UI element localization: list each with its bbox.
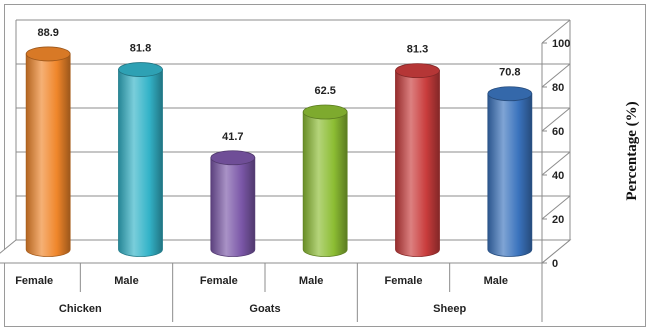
bar-chicken-male bbox=[118, 62, 163, 257]
bar-top bbox=[210, 150, 256, 166]
y-tick-label: 20 bbox=[552, 214, 564, 226]
chart-floor bbox=[0, 239, 572, 264]
x-category-label: Male bbox=[114, 275, 138, 287]
bar-top bbox=[487, 86, 533, 102]
bar-body bbox=[25, 53, 71, 257]
bar-body bbox=[302, 111, 348, 257]
bar-top bbox=[118, 62, 163, 77]
x-group-label: Goats bbox=[249, 303, 280, 315]
gridline-side bbox=[541, 19, 571, 44]
chart-bars bbox=[25, 46, 533, 257]
x-category-label: Female bbox=[15, 275, 53, 287]
x-category-label: Male bbox=[484, 275, 508, 287]
bar-top bbox=[395, 63, 440, 79]
data-label: 70.8 bbox=[499, 67, 520, 79]
data-label: 81.3 bbox=[407, 44, 428, 56]
gridline-side bbox=[541, 195, 571, 220]
x-category-label: Female bbox=[200, 275, 238, 287]
y-tick-label: 40 bbox=[552, 170, 564, 182]
bar-body bbox=[118, 69, 163, 257]
data-label: 88.9 bbox=[37, 27, 58, 39]
y-tick-label: 80 bbox=[552, 82, 564, 94]
bar-top bbox=[302, 104, 348, 120]
y-tick-label: 60 bbox=[552, 126, 564, 138]
y-tick-label: 100 bbox=[552, 38, 570, 50]
x-category-label: Female bbox=[385, 275, 423, 287]
y-axis-ticks: 0 20 40 60 80 100 bbox=[542, 38, 570, 270]
gridline-side bbox=[541, 107, 571, 132]
bar-chicken-female bbox=[25, 46, 71, 257]
y-axis-title: Percentage (%) bbox=[624, 101, 640, 200]
chart-value-labels: 88.9 81.8 41.7 62.5 81.3 70.8 bbox=[37, 27, 520, 143]
bar-body bbox=[210, 157, 256, 257]
bar-sheep-male bbox=[487, 86, 533, 257]
x-axis-categories: Female Male Female Male Female Male Chicken Goa… bbox=[15, 275, 508, 315]
y-tick-label: 0 bbox=[552, 258, 558, 270]
x-group-label: Sheep bbox=[433, 303, 466, 315]
data-label: 81.8 bbox=[130, 43, 151, 55]
bar-sheep-female bbox=[395, 63, 440, 257]
bar-top bbox=[25, 46, 71, 62]
bar-goats-female bbox=[210, 150, 256, 257]
x-category-label: Male bbox=[299, 275, 323, 287]
data-label: 62.5 bbox=[314, 85, 335, 97]
bar-body bbox=[395, 70, 440, 257]
gridline-side bbox=[541, 151, 571, 176]
bar-goats-male bbox=[302, 104, 348, 257]
bar-body bbox=[487, 93, 533, 257]
x-group-label: Chicken bbox=[59, 303, 102, 315]
data-label: 41.7 bbox=[222, 131, 243, 143]
gridline-side bbox=[541, 63, 571, 88]
